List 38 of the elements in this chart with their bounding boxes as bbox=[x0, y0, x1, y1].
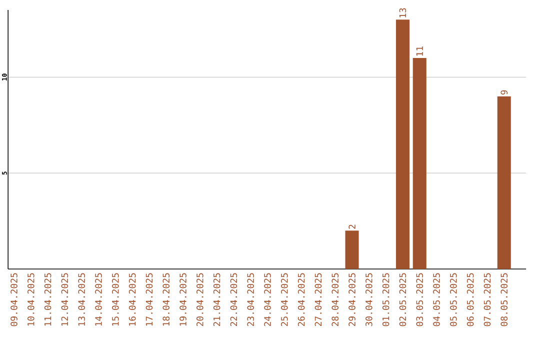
x-tick-label: 19.04.2025 bbox=[180, 273, 186, 326]
x-tick-label: 01.05.2025 bbox=[382, 273, 390, 326]
x-tick-label: 25.04.2025 bbox=[281, 273, 288, 326]
data-label: 11 bbox=[416, 46, 423, 56]
x-tick-label: 11.04.2025 bbox=[44, 273, 52, 326]
x-tick-label: 17.04.2025 bbox=[146, 273, 153, 326]
bar bbox=[345, 230, 359, 269]
x-tick-label: 07.05.2025 bbox=[484, 273, 491, 326]
x-tick-label: 02.05.2025 bbox=[399, 273, 406, 326]
x-tick-label: 23.04.2025 bbox=[247, 273, 254, 326]
x-tick-label: 03.05.2025 bbox=[416, 273, 424, 326]
x-tick-label: 10.04.2025 bbox=[27, 273, 34, 326]
x-tick-label: 29.04.2025 bbox=[348, 273, 356, 326]
x-tick-label: 16.04.2025 bbox=[128, 273, 136, 326]
x-tick-label: 26.04.2025 bbox=[298, 273, 305, 326]
x-tick-label: 05.05.2025 bbox=[450, 273, 457, 326]
bar bbox=[396, 20, 410, 269]
x-tick-label: 13.04.2025 bbox=[78, 273, 86, 326]
x-tick-label: 09.04.2025 bbox=[10, 273, 18, 326]
data-label: 9 bbox=[500, 90, 508, 95]
bar bbox=[497, 96, 511, 269]
data-label: 13 bbox=[399, 8, 406, 18]
x-tick-label: 22.04.2025 bbox=[230, 273, 238, 326]
x-tick-label: 21.04.2025 bbox=[213, 273, 220, 326]
x-tick-label: 30.04.2025 bbox=[366, 273, 372, 326]
x-tick-label: 06.05.2025 bbox=[466, 273, 474, 326]
data-label: 2 bbox=[348, 224, 356, 229]
bar bbox=[412, 58, 426, 269]
x-tick-label: 24.04.2025 bbox=[264, 273, 271, 326]
x-tick-label: 15.04.2025 bbox=[112, 273, 119, 326]
x-tick-label: 18.04.2025 bbox=[162, 273, 170, 326]
x-tick-label: 27.04.2025 bbox=[314, 273, 322, 326]
x-tick-label: 04.05.2025 bbox=[433, 273, 440, 326]
x-tick-label: 20.04.2025 bbox=[196, 273, 204, 326]
x-tick-label: 12.04.2025 bbox=[61, 273, 68, 326]
x-tick-label: 28.04.2025 bbox=[332, 273, 339, 326]
x-tick-label: 14.04.2025 bbox=[95, 273, 102, 326]
x-tick-label: 08.05.2025 bbox=[500, 273, 508, 326]
